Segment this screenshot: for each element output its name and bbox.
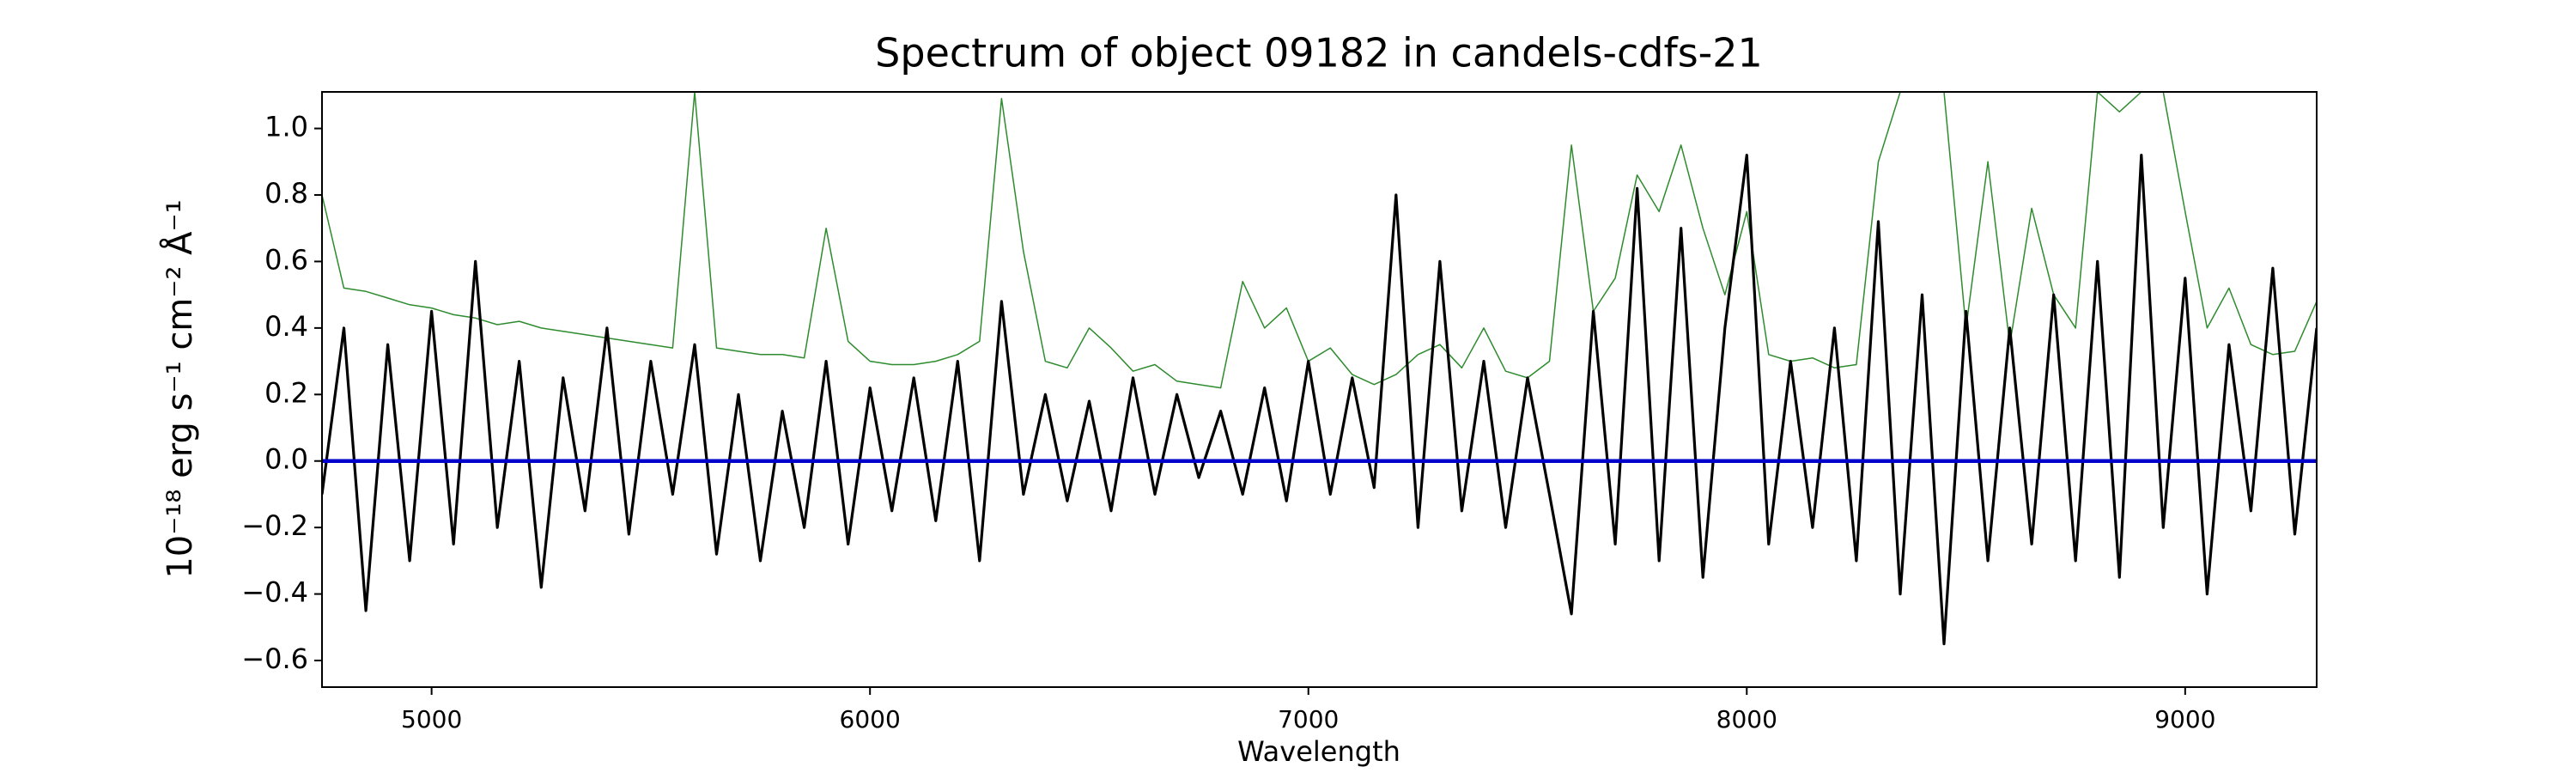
y-tick-label: −0.2 [241,509,308,542]
chart-title: Spectrum of object 09182 in candels-cdfs… [875,30,1763,76]
y-tick-label: 0.0 [264,443,308,476]
spectrum-line [322,154,2317,646]
spectrum-line [322,92,2317,389]
y-tick-label: 0.2 [264,376,308,409]
y-axis-label: 10⁻¹⁸ erg s⁻¹ cm⁻² Å⁻¹ [159,199,200,578]
x-axis-label: Wavelength [1237,735,1400,768]
x-tick-label: 5000 [401,705,462,733]
y-tick-label: 0.4 [264,310,308,343]
x-tick-label: 9000 [2154,705,2215,733]
y-tick-label: 0.6 [264,243,308,276]
y-tick-label: −0.4 [241,576,308,609]
x-tick-label: 8000 [1716,705,1777,733]
plot-lines [322,92,2317,646]
y-tick-label: −0.6 [241,642,308,675]
y-tick-label: 1.0 [264,111,308,143]
plot-frame [321,91,2318,688]
x-tick-label: 7000 [1278,705,1339,733]
x-tick-label: 6000 [840,705,901,733]
y-tick-label: 0.8 [264,177,308,210]
